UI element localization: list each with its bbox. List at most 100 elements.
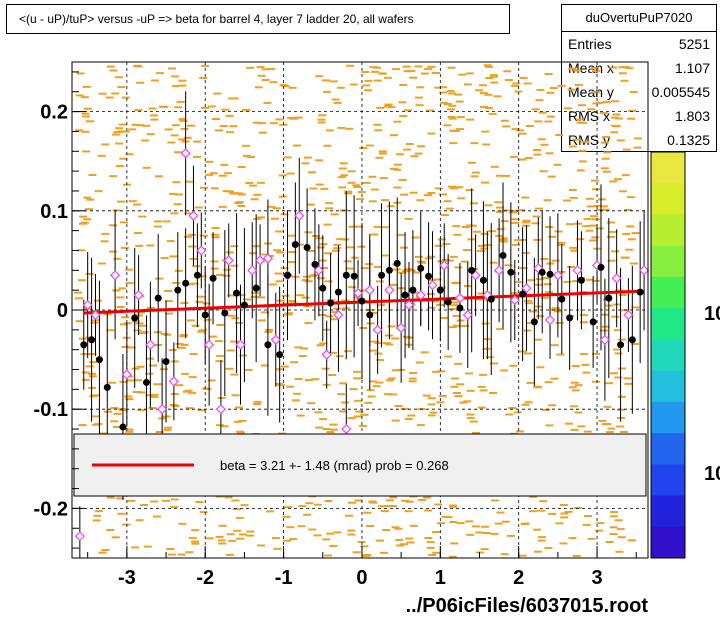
hist-cell xyxy=(272,207,281,210)
hist-cell xyxy=(480,105,488,108)
hist-cell xyxy=(574,384,583,387)
black-point xyxy=(119,423,127,431)
black-point xyxy=(636,288,644,296)
hist-cell xyxy=(541,296,550,299)
hist-cell xyxy=(467,161,476,164)
hist-cell xyxy=(177,138,186,141)
hist-cell xyxy=(246,156,255,158)
hist-cell xyxy=(563,199,571,202)
hist-cell xyxy=(429,411,438,414)
hist-cell xyxy=(164,290,173,292)
hist-cell xyxy=(599,329,608,332)
footer-filename: ../P06icFiles/6037015.root xyxy=(405,595,648,617)
hist-cell xyxy=(115,165,124,167)
hist-cell xyxy=(431,72,440,74)
hist-cell xyxy=(331,311,340,314)
hist-cell xyxy=(275,280,284,283)
hist-cell xyxy=(482,532,491,534)
magenta-point xyxy=(599,334,610,345)
hist-cell xyxy=(626,196,635,199)
hist-cell xyxy=(74,291,83,294)
hist-cell xyxy=(237,193,246,196)
hist-cell xyxy=(485,77,494,79)
hist-cell xyxy=(382,342,391,345)
hist-cell xyxy=(191,529,200,532)
hist-cell xyxy=(109,250,117,253)
hist-cell xyxy=(506,534,515,537)
hist-cell xyxy=(449,326,458,329)
hist-cell xyxy=(218,524,227,527)
hist-cell xyxy=(230,373,239,376)
stats-value: 0.005545 xyxy=(651,84,710,100)
magenta-point xyxy=(223,255,234,266)
hist-cell xyxy=(246,534,255,537)
hist-cell xyxy=(216,324,225,326)
hist-cell xyxy=(517,209,526,212)
hist-cell xyxy=(294,346,303,349)
hist-cell xyxy=(621,174,630,177)
hist-cell xyxy=(611,124,620,127)
hist-cell xyxy=(296,294,305,297)
hist-cell xyxy=(92,519,101,522)
hist-cell xyxy=(518,158,527,161)
hist-cell xyxy=(121,346,130,348)
hist-cell xyxy=(98,92,107,95)
hist-cell xyxy=(140,139,149,142)
hist-cell xyxy=(137,391,146,394)
hist-cell xyxy=(603,151,612,154)
hist-cell xyxy=(193,140,202,143)
hist-cell xyxy=(155,72,164,75)
black-point xyxy=(142,378,150,386)
hist-cell xyxy=(586,205,595,208)
hist-cell xyxy=(627,238,636,241)
hist-cell xyxy=(329,80,338,83)
hist-cell xyxy=(261,253,270,256)
hist-cell xyxy=(167,553,176,556)
hist-cell xyxy=(591,279,600,282)
hist-cell xyxy=(592,352,600,355)
x-tick-label: -1 xyxy=(275,567,293,589)
hist-cell xyxy=(145,394,154,397)
hist-cell xyxy=(170,505,179,508)
hist-cell xyxy=(364,89,373,92)
hist-cell xyxy=(496,328,505,331)
hist-cell xyxy=(626,225,635,228)
hist-cell xyxy=(585,229,594,232)
hist-cell xyxy=(121,96,130,99)
hist-cell xyxy=(347,533,356,536)
hist-cell xyxy=(308,528,317,531)
hist-cell xyxy=(544,547,553,549)
hist-cell xyxy=(354,399,363,402)
hist-cell xyxy=(546,91,555,94)
hist-cell xyxy=(153,515,161,518)
hist-cell xyxy=(128,128,137,131)
magenta-point xyxy=(262,253,274,264)
hist-cell xyxy=(503,70,512,73)
y-tick-label: 0.1 xyxy=(40,201,68,223)
hist-cell xyxy=(574,411,583,414)
hist-cell xyxy=(579,353,588,355)
magenta-point xyxy=(204,339,215,350)
hist-cell xyxy=(570,428,579,431)
black-point xyxy=(597,263,605,271)
black-point xyxy=(507,268,515,276)
hist-cell xyxy=(322,79,331,82)
hist-cell xyxy=(168,67,176,70)
hist-cell xyxy=(298,355,307,357)
hist-cell xyxy=(368,500,377,503)
hist-cell xyxy=(316,344,325,347)
hist-cell xyxy=(166,548,175,550)
hist-cell xyxy=(223,268,232,271)
hist-cell xyxy=(110,420,119,423)
hist-cell xyxy=(609,526,618,529)
hist-cell xyxy=(399,543,408,546)
magenta-point xyxy=(121,369,132,380)
hist-cell xyxy=(123,322,132,325)
colorbar-band xyxy=(651,433,685,465)
hist-cell xyxy=(336,86,345,89)
hist-cell xyxy=(134,232,143,234)
hist-cell xyxy=(449,255,458,258)
hist-cell xyxy=(400,246,409,249)
hist-cell xyxy=(570,381,579,384)
hist-cell xyxy=(541,277,549,280)
